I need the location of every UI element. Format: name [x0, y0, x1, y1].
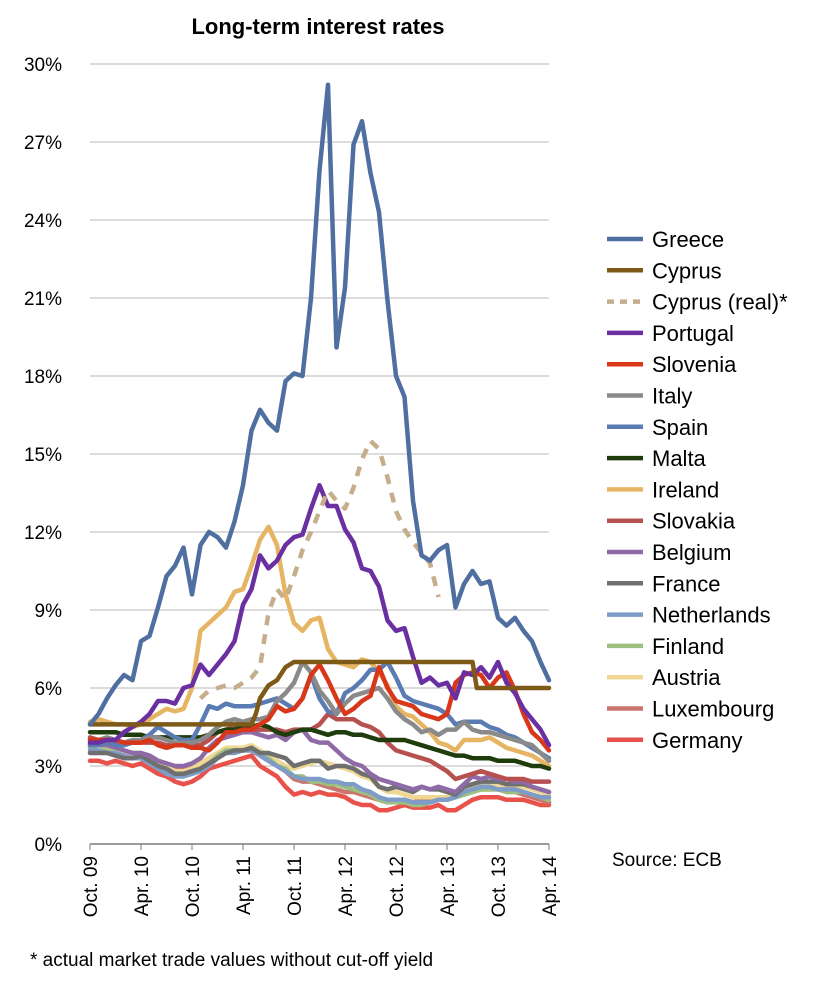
legend-label: France: [652, 571, 720, 596]
legend-label: Cyprus (real)*: [652, 290, 788, 315]
legend-label: Finland: [652, 634, 724, 659]
source-note: Source: ECB: [612, 850, 722, 871]
series-line-greece: [87, 82, 552, 727]
chart-title: Long-term interest rates: [191, 14, 444, 39]
y-axis-ticks: 0% 3% 6% 9% 12% 15% 18% 21% 24% 27% 30%: [24, 55, 62, 856]
series-line-spain: [87, 659, 552, 761]
legend-label: Greece: [652, 227, 724, 252]
legend-label: Luxembourg: [652, 697, 774, 722]
x-tick-label: Oct. 09: [81, 856, 102, 917]
series-line-france: [87, 745, 552, 797]
legend-label: Austria: [652, 665, 721, 690]
y-tick-label: 27%: [24, 133, 62, 154]
legend-label: Cyprus: [652, 258, 722, 283]
x-tick-label: Oct. 13: [489, 856, 510, 917]
series-line-portugal: [87, 482, 552, 748]
legend-label: Malta: [652, 446, 707, 471]
legend-label: Netherlands: [652, 603, 771, 628]
series-line-belgium: [87, 727, 552, 795]
y-tick-label: 9%: [35, 601, 63, 622]
legend-label: Belgium: [652, 540, 731, 565]
x-tick-label: Apr. 10: [132, 856, 153, 916]
x-tick-label: Oct. 12: [387, 856, 408, 917]
series-line-malta: [87, 722, 552, 771]
legend-label: Germany: [652, 728, 742, 753]
x-tick-label: Oct. 10: [183, 856, 204, 917]
series-line-ireland: [87, 524, 552, 769]
series-line-italy: [87, 659, 552, 764]
y-tick-label: 30%: [24, 55, 62, 76]
x-axis-ticks: Oct. 09 Apr. 10 Oct. 10 Apr. 11 Oct. 11 Apr. …: [81, 844, 561, 917]
x-tick-label: Apr. 13: [438, 856, 459, 916]
legend: Greece Cyprus Cyprus (real)* Portugal Sloven…: [607, 227, 788, 753]
x-tick-label: Apr. 14: [540, 856, 561, 917]
legend-label: Italy: [652, 384, 692, 409]
y-tick-label: 0%: [35, 835, 63, 856]
legend-label: Spain: [652, 415, 708, 440]
series-line-netherlands: [87, 748, 552, 805]
x-tick-label: Apr. 11: [234, 856, 255, 915]
footnote: * actual market trade values without cut…: [30, 950, 434, 971]
series-line-germany: [87, 753, 552, 813]
x-tick-label: Oct. 11: [285, 856, 306, 916]
series-line-slovakia: [87, 711, 552, 784]
y-tick-label: 6%: [35, 679, 63, 700]
series-line-cyprus: [87, 659, 552, 727]
series-lines: [87, 82, 552, 813]
legend-label: Slovakia: [652, 509, 736, 534]
series-line-cyprus-real: [198, 438, 441, 701]
y-tick-label: 15%: [24, 445, 62, 466]
x-tick-label: Apr. 12: [336, 856, 357, 916]
y-tick-label: 24%: [24, 211, 62, 232]
legend-label: Portugal: [652, 321, 734, 346]
y-tick-label: 18%: [24, 367, 62, 388]
legend-label: Slovenia: [652, 352, 737, 377]
y-tick-label: 12%: [24, 523, 62, 544]
legend-label: Ireland: [652, 477, 719, 502]
y-tick-label: 21%: [24, 289, 62, 310]
y-tick-label: 3%: [35, 757, 63, 778]
